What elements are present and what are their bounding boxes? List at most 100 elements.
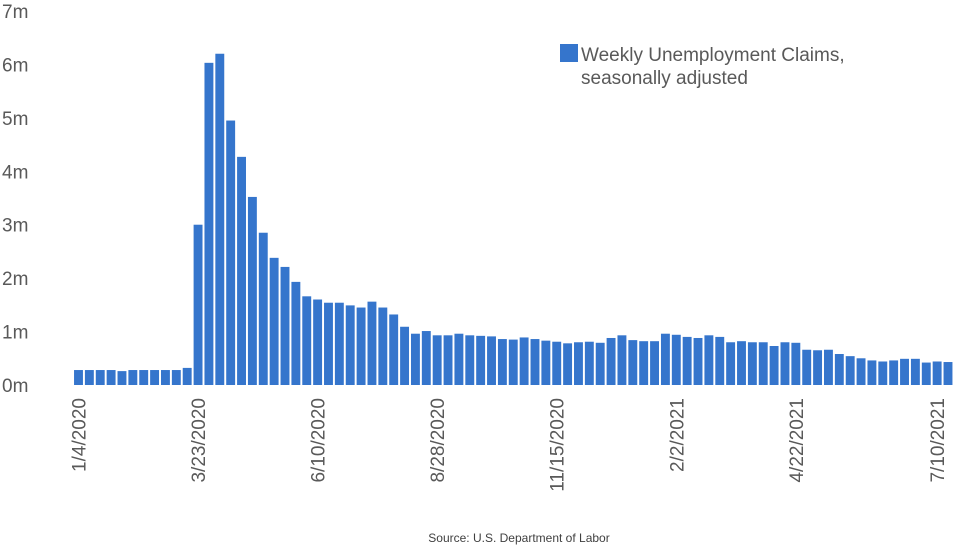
bar bbox=[497, 339, 507, 385]
bar bbox=[465, 335, 475, 385]
bar bbox=[476, 335, 486, 385]
bar bbox=[563, 343, 573, 385]
bar bbox=[400, 326, 410, 385]
y-tick-label: 5m bbox=[2, 109, 28, 130]
bar bbox=[378, 307, 388, 385]
y-tick-label: 7m bbox=[2, 2, 28, 23]
bar bbox=[747, 342, 757, 385]
bar bbox=[943, 362, 953, 385]
bar bbox=[813, 350, 823, 385]
bar bbox=[889, 360, 899, 385]
bar bbox=[226, 120, 236, 385]
bar bbox=[106, 370, 116, 385]
bar bbox=[921, 362, 931, 385]
bar bbox=[910, 358, 920, 385]
x-tick-label: 2/2/2021 bbox=[667, 398, 688, 472]
bar bbox=[639, 341, 649, 385]
bar bbox=[117, 371, 127, 385]
bar bbox=[302, 296, 312, 385]
bar bbox=[237, 156, 246, 385]
bar bbox=[671, 334, 681, 385]
bar bbox=[182, 367, 192, 385]
legend: Weekly Unemployment Claims, seasonally a… bbox=[560, 44, 845, 89]
bar bbox=[334, 302, 344, 385]
bar bbox=[552, 341, 562, 385]
bar bbox=[737, 341, 746, 385]
bar bbox=[834, 354, 844, 385]
bar bbox=[160, 370, 170, 385]
x-tick-label: 8/28/2020 bbox=[428, 398, 449, 483]
bar bbox=[823, 349, 833, 385]
bar bbox=[247, 196, 257, 385]
bar bbox=[791, 342, 801, 385]
y-tick-label: 2m bbox=[2, 269, 28, 290]
bar bbox=[258, 232, 268, 385]
x-tick-label: 7/10/2021 bbox=[928, 398, 949, 483]
bar bbox=[291, 281, 301, 385]
bar bbox=[410, 333, 420, 385]
bar bbox=[356, 307, 366, 385]
x-tick-label: 3/23/2020 bbox=[189, 398, 210, 483]
bar bbox=[541, 340, 551, 385]
y-tick-label: 4m bbox=[2, 162, 28, 183]
bar bbox=[324, 302, 333, 385]
bar bbox=[508, 339, 518, 385]
bar bbox=[432, 335, 442, 385]
bar bbox=[769, 346, 779, 385]
bar bbox=[574, 342, 583, 385]
bar bbox=[584, 341, 594, 385]
bar bbox=[802, 349, 812, 385]
bar bbox=[280, 266, 290, 385]
legend-label-line1: Weekly Unemployment Claims, bbox=[581, 45, 845, 66]
legend-swatch bbox=[560, 44, 578, 62]
bar bbox=[845, 356, 855, 385]
bar bbox=[139, 370, 149, 385]
bar bbox=[389, 314, 399, 385]
bar bbox=[345, 305, 355, 385]
bar bbox=[867, 360, 877, 385]
bar bbox=[878, 361, 888, 385]
bar bbox=[150, 370, 160, 385]
bar-series bbox=[74, 53, 953, 386]
y-axis-labels: 0m 1m 2m 3m 4m 5m 6m 7m bbox=[2, 2, 28, 397]
bar bbox=[726, 342, 736, 385]
bar bbox=[682, 336, 692, 385]
bar bbox=[704, 335, 714, 385]
y-tick-label: 3m bbox=[2, 216, 28, 237]
bar bbox=[171, 370, 181, 385]
y-tick-label: 6m bbox=[2, 55, 28, 76]
x-tick-label: 11/15/2020 bbox=[548, 398, 569, 492]
bar bbox=[650, 341, 659, 385]
bar bbox=[204, 62, 214, 385]
bar bbox=[454, 333, 464, 385]
bar bbox=[487, 336, 496, 385]
bar bbox=[530, 339, 540, 385]
x-tick-label: 6/10/2020 bbox=[309, 398, 330, 483]
bar bbox=[519, 337, 529, 385]
bar bbox=[715, 336, 725, 385]
bar bbox=[215, 53, 225, 386]
bar bbox=[95, 370, 105, 385]
bar bbox=[660, 333, 670, 385]
x-axis-labels: 1/4/2020 3/23/2020 6/10/2020 8/28/2020 11/15… bbox=[70, 398, 950, 492]
bar bbox=[421, 331, 431, 385]
bar bbox=[932, 361, 942, 385]
bar bbox=[617, 335, 627, 385]
bar bbox=[628, 340, 638, 385]
x-tick-label: 1/4/2020 bbox=[70, 398, 91, 472]
x-tick-label: 4/22/2021 bbox=[787, 398, 808, 483]
source-note: Source: U.S. Department of Labor bbox=[428, 531, 609, 545]
bar bbox=[74, 370, 83, 385]
y-tick-label: 0m bbox=[2, 376, 28, 397]
legend-label-line2: seasonally adjusted bbox=[581, 68, 748, 89]
bar bbox=[128, 370, 138, 385]
bar bbox=[443, 335, 453, 385]
bar bbox=[595, 342, 605, 385]
bar bbox=[367, 301, 377, 385]
bar bbox=[856, 358, 866, 385]
bar bbox=[313, 299, 323, 385]
bar bbox=[693, 337, 703, 385]
bar bbox=[84, 370, 94, 385]
bar bbox=[606, 337, 616, 385]
